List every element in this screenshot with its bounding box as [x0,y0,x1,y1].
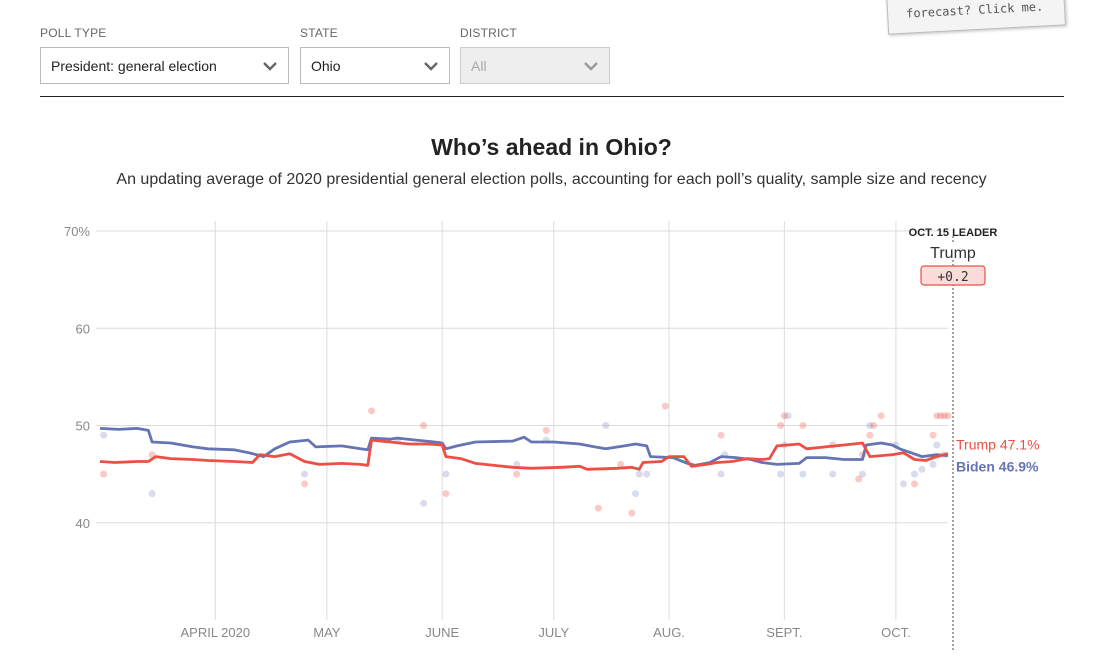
y-tick-label: 50 [76,419,90,434]
poll-dot-trump [717,431,725,439]
poll-dot-biden [643,470,651,478]
leader-header: OCT. 15 LEADER [909,227,998,239]
poll-dot-trump [542,426,550,434]
poll-dot-biden [602,422,610,429]
filter-divider [40,96,1064,97]
poll-dot-biden [777,470,785,478]
poll-dot-trump [100,470,108,478]
leader-margin: +0.2 [937,270,968,285]
x-tick-label: SEPT. [766,625,802,640]
poll-dot-trump [513,470,521,478]
chart-subtitle: An updating average of 2020 presidential… [116,171,987,188]
state-label: STATE [300,26,338,40]
x-tick-label: JUNE [425,625,459,640]
poll-dot-biden [301,470,309,478]
district-value: All [471,57,487,74]
x-tick-label: MAY [313,625,341,640]
x-tick-label: OCT. [881,625,911,640]
poll-dot-trump [877,412,885,420]
x-tick-label: JULY [538,625,569,640]
poll-dot-biden [933,441,941,449]
y-tick-label: 70% [64,224,90,239]
poll-dot-trump [661,402,669,410]
poll-dot-trump [780,412,788,420]
poll-dot-biden [929,460,937,468]
poll-dot-biden [100,431,108,439]
poll-dot-biden [911,470,918,478]
chevron-down-icon [423,58,439,74]
poll-dot-trump [617,460,625,468]
x-tick-label: AUG. [653,625,685,640]
chevron-down-icon [262,58,278,74]
poll-dot-trump [420,422,428,429]
poll-dot-biden [829,470,837,478]
poll-dot-trump [940,412,948,420]
poll-type-value: President: general election [51,57,217,74]
poll-dot-trump [628,509,636,517]
poll-dot-trump [929,431,937,439]
poll-dot-biden [899,480,907,488]
poll-dot-biden [635,470,643,478]
biden-end-label: Biden 46.9% [956,459,1039,475]
y-tick-label: 60 [76,321,90,336]
poll-type-select[interactable]: President: general election [40,47,289,84]
poll-dot-trump [442,490,450,498]
poll-dot-trump [866,431,874,439]
poll-dot-biden [784,412,792,420]
poll-dot-trump [368,407,375,415]
poll-dot-biden [420,499,428,507]
x-tick-label: APRIL 2020 [180,625,250,640]
poll-dot-trump [870,422,878,429]
leader-margin-badge [920,265,986,286]
average-line-trump [99,438,949,471]
trump-end-label: Trump 47.1% [956,437,1040,453]
state-select[interactable]: Ohio [300,47,450,84]
poll-dot-biden [799,470,807,478]
chart-title: Who’s ahead in Ohio? [431,134,672,160]
poll-dot-biden [632,490,640,498]
state-value: Ohio [311,57,341,74]
poll-dot-trump [933,412,941,420]
y-tick-label: 40 [76,516,90,531]
poll-dot-trump [301,480,309,488]
district-select: All [460,47,610,84]
poll-dot-trump [944,412,952,420]
poll-dot-biden [859,470,866,478]
poll-dot-trump [937,412,945,420]
poll-dot-trump [799,422,807,429]
leader-name-bg [915,242,991,260]
poll-dot-biden [918,465,926,473]
poll-dot-trump [855,475,863,483]
poll-dot-trump [594,504,602,512]
leader-name: Trump [930,245,976,262]
poll-dot-biden [866,422,874,429]
district-label: DISTRICT [460,26,517,40]
chevron-down-icon [583,58,599,74]
poll-dot-biden [442,470,450,478]
poll-dot-biden [717,470,725,478]
poll-type-label: POLL TYPE [40,26,107,40]
poll-dot-biden [148,490,156,498]
poll-dot-trump [911,480,918,488]
poll-dot-trump [777,422,785,429]
